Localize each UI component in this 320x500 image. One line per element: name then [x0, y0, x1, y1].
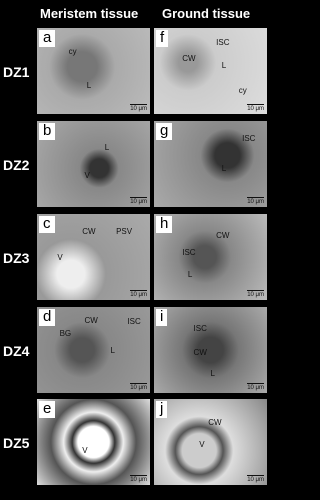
figure: Meristem tissue Ground tissue (() => { c… [3, 6, 267, 485]
panel-letter: f [156, 30, 169, 47]
scale-bar: 10 μm [247, 475, 264, 483]
micrograph: g ISC L 10 μm [154, 121, 267, 207]
micrograph: d CW ISC BG L 10 μm [37, 307, 150, 393]
annotation: cy [68, 46, 77, 56]
annotation: CW [84, 315, 98, 325]
micrograph: e V 10 μm [37, 399, 150, 485]
scale-bar: 10 μm [247, 290, 264, 298]
column-header: Meristem tissue [40, 6, 139, 21]
micrograph: i ISC CW L 10 μm [154, 307, 267, 393]
annotation: ISC [242, 133, 256, 143]
scale-bar: 10 μm [247, 104, 264, 112]
column-header: Ground tissue [162, 6, 251, 21]
scale-bar: 10 μm [130, 383, 147, 391]
annotation: cy [238, 86, 247, 96]
annotation: L [187, 269, 193, 279]
micrograph: c CW PSV V 10 μm [37, 214, 150, 300]
annotation: CW [208, 417, 222, 427]
row-label: DZ3 [3, 250, 30, 266]
annotation: V [57, 252, 63, 262]
scale-bar: 10 μm [130, 197, 147, 205]
annotation: ISC [127, 317, 141, 327]
panel-letter: h [156, 216, 173, 233]
micrograph: j CW V 10 μm [154, 399, 267, 485]
annotation: V [84, 170, 90, 180]
annotation: CW [216, 231, 230, 241]
micrograph: b L V 10 μm [37, 121, 150, 207]
annotation: CW [182, 53, 196, 63]
scale-bar: 10 μm [130, 290, 147, 298]
annotation: ISC [193, 324, 207, 334]
annotation: L [210, 368, 215, 378]
scale-bar: 10 μm [247, 383, 264, 391]
annotation: CW [193, 348, 207, 358]
annotation: L [104, 142, 110, 152]
panel-letter: b [39, 123, 56, 140]
panel-letter: j [156, 401, 168, 418]
panel-letter: g [156, 123, 173, 140]
annotation: L [221, 164, 227, 173]
row-label: DZ2 [3, 157, 30, 173]
panel-letter: c [39, 216, 55, 233]
annotation: BG [59, 329, 72, 339]
panel-letter: i [156, 309, 168, 326]
panel-letter: e [39, 401, 56, 418]
micrograph: a cy L 10 μm [37, 28, 150, 114]
scale-bar: 10 μm [130, 475, 147, 483]
panel-letter: a [39, 30, 56, 47]
panel-letter: d [39, 309, 56, 326]
annotation: L [86, 81, 92, 91]
row-label: DZ4 [3, 343, 30, 359]
annotation: PSV [116, 226, 133, 236]
annotation: ISC [182, 248, 196, 258]
scale-bar: 10 μm [130, 104, 147, 112]
annotation: V [199, 440, 205, 450]
row-label: DZ5 [3, 435, 30, 451]
scale-bar: 10 μm [247, 197, 264, 205]
annotation: ISC [216, 38, 230, 48]
row-label: DZ1 [3, 64, 30, 80]
micrograph: h CW ISC L 10 μm [154, 214, 267, 300]
annotation: L [221, 60, 227, 70]
annotation: CW [82, 226, 96, 236]
annotation: L [110, 345, 115, 355]
annotation: V [82, 446, 88, 456]
